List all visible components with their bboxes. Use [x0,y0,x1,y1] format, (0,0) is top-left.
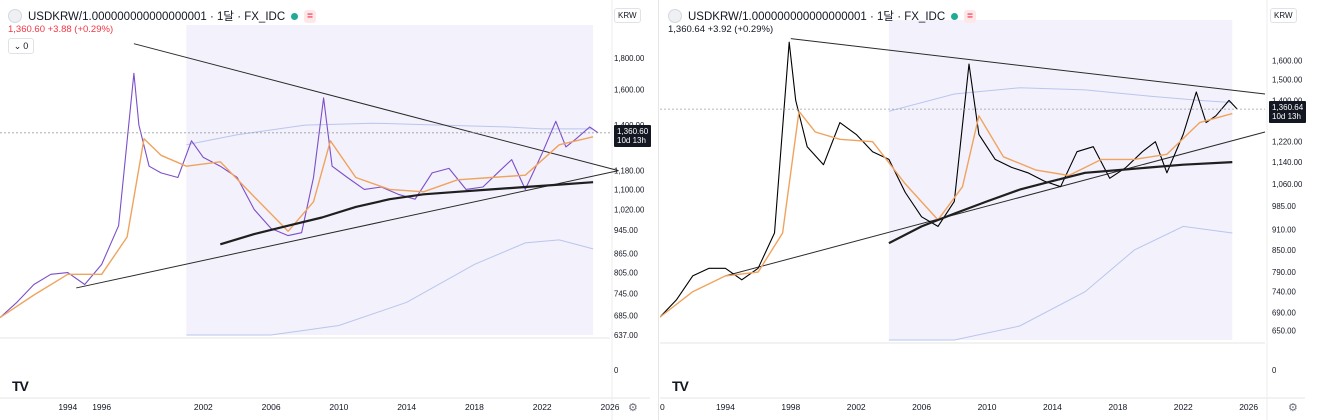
y-tick-label: 685.00 [614,312,639,321]
y-tick-label: 1,140.00 [1272,158,1303,167]
y-tick-label: 1,600.00 [1272,56,1303,65]
chart-panel-left: 1,800.001,600.001,400.001,180.001,100.00… [0,0,659,420]
trendline [133,43,619,172]
currency-label[interactable]: KRW [1270,8,1297,23]
x-tick-label: 2014 [397,402,416,412]
tradingview-logo-icon[interactable]: TV [672,378,689,394]
chart-header: USDKRW/1.000000000000000001 · 1달 · FX_ID… [668,8,976,24]
band-lower-line [186,239,594,336]
indicator-toggle[interactable]: ⌄ 0 [8,38,34,54]
x-tick-label: 90 [660,402,665,412]
symbol-title[interactable]: USDKRW/1.000000000000000001 · 1달 · FX_ID… [688,11,946,23]
symbol-title[interactable]: USDKRW/1.000000000000000001 · 1달 · FX_ID… [28,11,286,23]
y-tick-label: 805.00 [614,269,639,278]
chart-canvas-right[interactable]: 1,600.001,500.001,400.001,320.001,220.00… [660,0,1320,420]
band-upper-line [888,87,1233,112]
y-tick-label: 1,500.00 [1272,76,1303,85]
x-tick-label: 2010 [329,402,348,412]
y-tick-label: 1,100.00 [614,185,645,194]
last-price-tag: 1,360.64 10d 13h [1269,101,1307,124]
x-tick-label: 2018 [465,402,484,412]
currency-label[interactable]: KRW [614,8,641,23]
gear-icon[interactable]: ⚙ [1288,401,1298,414]
x-tick-label: 2006 [912,402,931,412]
x-tick-label: 2010 [978,402,997,412]
x-tick-label: 2022 [533,402,552,412]
price-change: 1,360.60 +3.88 (+0.29%) [8,24,114,35]
chevron-down-icon: ⌄ [13,40,22,51]
y-tick-label: 740.00 [1272,288,1297,297]
market-status-icon [951,12,959,20]
y-tick-label: 650.00 [1272,327,1297,336]
y-tick-label: 1,600.00 [614,85,645,94]
y-tick-label: 1,400.00 [1272,96,1303,105]
x-tick-label: 2022 [1174,402,1193,412]
x-tick-label: 2006 [262,402,281,412]
price-line-series [660,41,1238,318]
last-price-time: 10d 13h [1272,112,1301,122]
x-tick-label: 2002 [194,402,213,412]
chart-canvas-left[interactable]: 1,800.001,600.001,400.001,180.001,100.00… [0,0,658,420]
gear-glyph: ⚙ [1288,402,1298,414]
tradingview-logo-icon[interactable]: TV [12,378,29,394]
last-price-time: 10d 13h [617,135,646,145]
x-tick-label: 1998 [781,402,800,412]
gear-glyph: ⚙ [628,402,638,414]
y-tick-label: 850.00 [1272,246,1297,255]
chart-panel-right: 1,600.001,500.001,400.001,320.001,220.00… [660,0,1320,420]
shaded-region [186,25,594,335]
y-tick-label: 985.00 [1272,202,1297,211]
x-tick-label: 1996 [92,402,111,412]
last-price-tag: 1,360.60 10d 13h [614,124,652,147]
y-tick-label: 690.00 [1272,309,1297,318]
x-tick-label: 2002 [847,402,866,412]
trendline [725,131,1266,277]
tradingview-logo-text: TV [12,378,29,394]
y-tick-label: 1,020.00 [614,205,645,214]
symbol-icon [8,9,22,23]
y-tick-label: 945.00 [614,226,639,235]
x-tick-label: 2014 [1043,402,1062,412]
price-change: 1,360.64 +3.92 (+0.29%) [668,24,774,35]
compare-icon[interactable]: = [964,9,976,23]
price-line-series [0,72,599,319]
ma-short-line [0,136,594,319]
ma-long-line [888,161,1233,245]
y-tick-label: 865.00 [614,249,639,258]
chart-header: USDKRW/1.000000000000000001 · 1달 · FX_ID… [8,8,316,24]
y-tick-label: 0 [1272,366,1277,375]
gear-icon[interactable]: ⚙ [628,401,638,414]
trendline [790,38,1266,95]
y-tick-label: 1,220.00 [1272,138,1303,147]
y-tick-label: 910.00 [1272,226,1297,235]
x-tick-label: 1994 [58,402,77,412]
indicator-count: 0 [23,41,29,51]
x-tick-label: 2026 [601,402,620,412]
tradingview-logo-text: TV [672,378,689,394]
x-tick-label: 2018 [1108,402,1127,412]
last-price-value: 1,360.60 [617,126,649,136]
symbol-icon [668,9,682,23]
market-status-icon [291,12,299,20]
y-tick-label: 745.00 [614,289,639,298]
band-lower-line [888,225,1233,341]
y-tick-label: 0 [614,366,619,375]
x-tick-label: 2026 [1239,402,1258,412]
y-tick-label: 1,060.00 [1272,180,1303,189]
ma-long-line [219,181,594,246]
last-price-value: 1,360.64 [1272,103,1304,113]
trendline [76,170,619,289]
y-tick-label: 637.00 [614,331,639,340]
x-tick-label: 1994 [716,402,735,412]
y-tick-label: 1,800.00 [614,54,645,63]
y-tick-label: 790.00 [1272,268,1297,277]
y-tick-label: 1,180.00 [614,167,645,176]
compare-icon[interactable]: = [304,9,316,23]
